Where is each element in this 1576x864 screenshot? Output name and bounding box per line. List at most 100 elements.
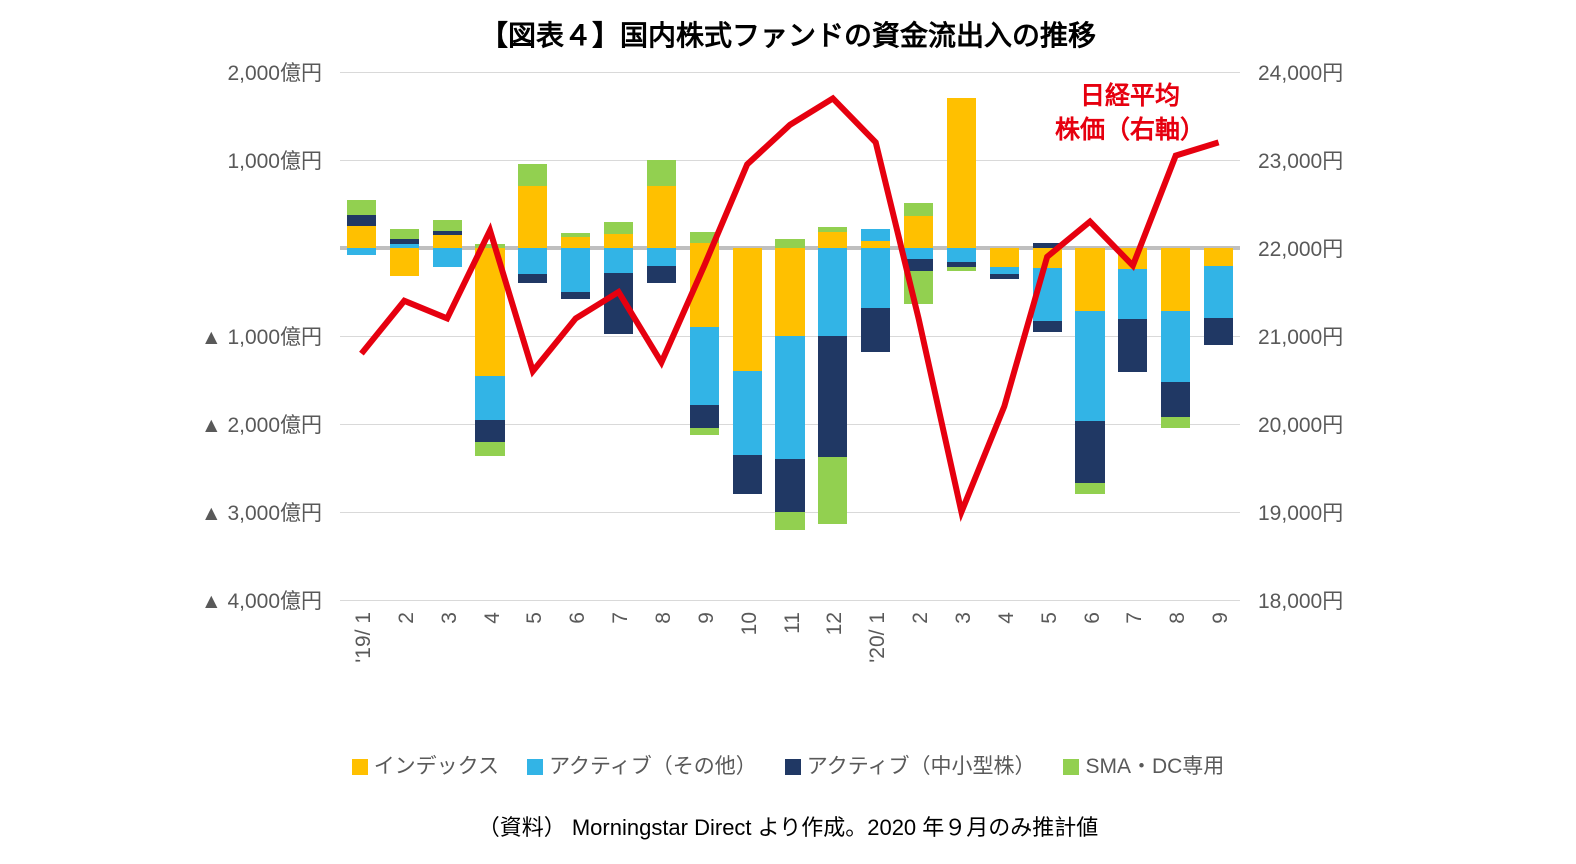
bar-column — [640, 72, 683, 600]
bar-segment — [861, 248, 890, 308]
source-note: （資料） Morningstar Direct より作成。2020 年９月のみ推… — [0, 810, 1576, 842]
bar-segment — [818, 336, 847, 457]
bar-segment — [861, 241, 890, 248]
bar-segment — [390, 229, 419, 240]
legend-item: アクティブ（中小型株） — [785, 750, 1036, 780]
chart-container: 【図表４】国内株式ファンドの資金流出入の推移 2,000億円1,000億円▲ 1… — [0, 0, 1576, 864]
bar-segment — [1118, 248, 1147, 269]
y-right-tick-label: 22,000円 — [1258, 233, 1343, 263]
bar-column — [811, 72, 854, 600]
bar-segment — [475, 376, 504, 420]
annotation-line2: 株価（右軸） — [1055, 116, 1205, 144]
bar-column — [769, 72, 812, 600]
bar-column — [726, 72, 769, 600]
y-right-tick-label: 20,000円 — [1258, 409, 1343, 439]
bar-segment — [733, 371, 762, 455]
bar-segment — [775, 512, 804, 530]
bar-segment — [647, 248, 676, 266]
bar-column — [340, 72, 383, 600]
bar-segment — [690, 428, 719, 435]
bar-segment — [561, 237, 590, 248]
nikkei-annotation: 日経平均 株価（右軸） — [1055, 80, 1205, 148]
bar-segment — [433, 235, 462, 248]
bar-segment — [690, 405, 719, 428]
bar-segment — [990, 274, 1019, 279]
bar-segment — [433, 220, 462, 231]
bar-segment — [347, 248, 376, 255]
y-right-tick-label: 24,000円 — [1258, 57, 1343, 87]
x-tick-label: 2 — [909, 612, 933, 624]
bar-segment — [347, 200, 376, 216]
bar-segment — [775, 248, 804, 336]
bar-segment — [604, 248, 633, 273]
bar-segment — [561, 292, 590, 299]
bar-segment — [690, 248, 719, 327]
bar-column — [940, 72, 983, 600]
y-left-tick-label: ▲ 3,000億円 — [201, 497, 322, 527]
bar-segment — [518, 248, 547, 274]
x-tick-label: 10 — [738, 612, 762, 635]
bar-segment — [904, 271, 933, 304]
x-tick-label: 6 — [566, 612, 590, 624]
bar-segment — [347, 226, 376, 248]
bar-column — [683, 72, 726, 600]
bar-column — [554, 72, 597, 600]
legend: インデックスアクティブ（その他）アクティブ（中小型株）SMA・DC専用 — [0, 750, 1576, 780]
y-right-tick-label: 23,000円 — [1258, 145, 1343, 175]
bar-segment — [1118, 269, 1147, 319]
annotation-line1: 日経平均 — [1080, 82, 1180, 110]
bar-segment — [690, 327, 719, 404]
bar-segment — [861, 229, 890, 241]
bar-segment — [818, 227, 847, 232]
bar-column — [1111, 72, 1154, 600]
bar-segment — [518, 186, 547, 248]
bar-segment — [947, 248, 976, 262]
bar-segment — [1075, 311, 1104, 421]
bar-segment — [733, 248, 762, 371]
x-tick-label: 4 — [481, 612, 505, 624]
bar-column — [1154, 72, 1197, 600]
x-tick-label: 12 — [823, 612, 847, 635]
bar-segment — [947, 98, 976, 248]
bar-segment — [390, 239, 419, 244]
legend-swatch — [527, 759, 543, 775]
y-left-tick-label: ▲ 2,000億円 — [201, 409, 322, 439]
y-left-tick-label: ▲ 4,000億円 — [201, 585, 322, 615]
bar-segment — [475, 442, 504, 455]
bar-segment — [433, 231, 462, 235]
bar-segment — [1075, 421, 1104, 483]
bar-segment — [861, 308, 890, 352]
legend-label: アクティブ（その他） — [549, 755, 757, 778]
bar-segment — [904, 216, 933, 248]
x-tick-label: 5 — [523, 612, 547, 624]
bar-segment — [1033, 248, 1062, 268]
bar-segment — [561, 233, 590, 237]
bar-segment — [518, 164, 547, 187]
bar-segment — [390, 248, 419, 276]
x-tick-label: '19/ 1 — [352, 612, 376, 663]
plot-area: 2,000億円1,000億円▲ 1,000億円▲ 2,000億円▲ 3,000億… — [340, 72, 1240, 600]
bar-column — [1197, 72, 1240, 600]
bar-segment — [990, 248, 1019, 267]
legend-swatch — [1063, 759, 1079, 775]
legend-item: アクティブ（その他） — [527, 750, 757, 780]
bar-segment — [904, 259, 933, 271]
x-tick-label: 2 — [395, 612, 419, 624]
bar-segment — [475, 248, 504, 376]
bar-segment — [1075, 483, 1104, 494]
x-tick-label: 7 — [609, 612, 633, 624]
legend-swatch — [352, 759, 368, 775]
bar-column — [854, 72, 897, 600]
bar-segment — [818, 248, 847, 336]
bar-segment — [775, 336, 804, 459]
bar-column — [1026, 72, 1069, 600]
bar-segment — [818, 232, 847, 248]
bar-segment — [1033, 321, 1062, 332]
bar-segment — [818, 457, 847, 524]
bar-segment — [775, 239, 804, 248]
chart-title: 【図表４】国内株式ファンドの資金流出入の推移 — [0, 14, 1576, 54]
bar-segment — [1204, 248, 1233, 266]
x-tick-label: 6 — [1081, 612, 1105, 624]
bar-column — [983, 72, 1026, 600]
bar-segment — [604, 273, 633, 335]
